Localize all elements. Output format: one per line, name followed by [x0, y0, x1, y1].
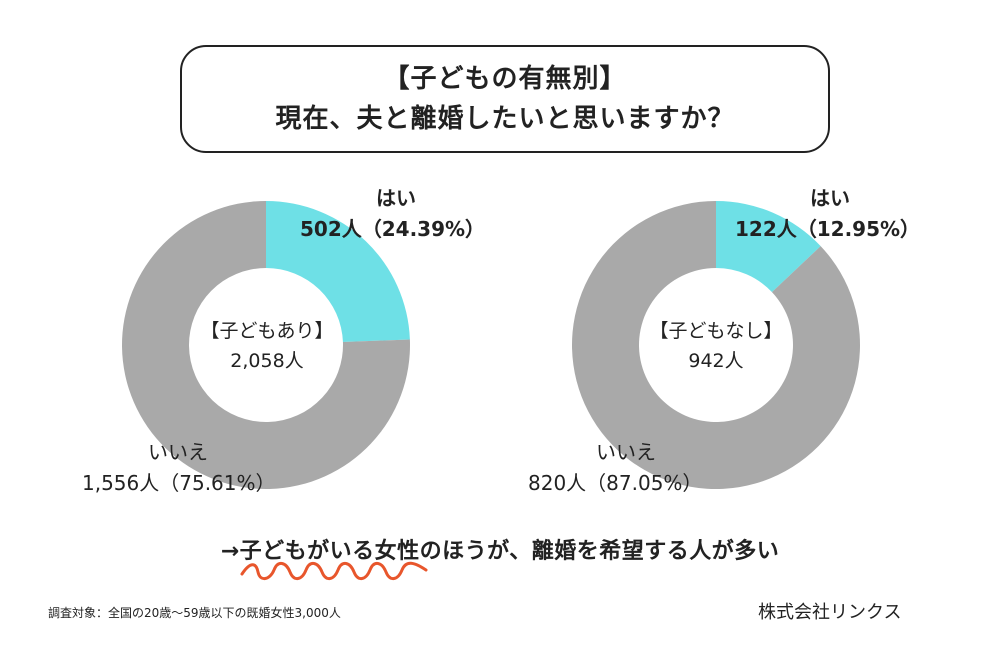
- chart2-center-label: 【子どもなし】 942人: [636, 316, 796, 376]
- chart2-group-name: 【子どもなし】: [649, 320, 783, 342]
- chart2-yes-value: 122人（12.95%）: [735, 217, 921, 241]
- chart1-slice-yes: [266, 201, 410, 343]
- chart1-group-name: 【子どもあり】: [200, 320, 334, 342]
- chart-title-line-1: 【子どもの有無別】: [383, 64, 627, 94]
- squiggle-underline: [240, 561, 428, 580]
- chart1-yes-value: 502人（24.39%）: [300, 217, 486, 241]
- chart2-no-value: 820人（87.05%）: [528, 471, 703, 495]
- chart2-slice-yes: [716, 201, 821, 293]
- chart1-center-label: 【子どもあり】 2,058人: [187, 316, 347, 376]
- chart1-no-value: 1,556人（75.61%）: [82, 471, 276, 495]
- chart1-slice-no: [122, 201, 411, 490]
- chart2-total: 942人: [688, 350, 744, 372]
- chart2-no-label: いいえ: [596, 440, 656, 464]
- conclusion-text: →子どもがいる女性のほうが、離婚を希望する人が多い: [220, 539, 780, 564]
- title-box: 【子どもの有無別】 現在、夫と離婚したいと思いますか？: [180, 45, 830, 153]
- chart2-yes-label: はい: [810, 186, 850, 210]
- chart-title-line-2: 現在、夫と離婚したいと思いますか？: [275, 104, 735, 134]
- chart1-yes-label: はい: [376, 186, 416, 210]
- chart1-no-label: いいえ: [148, 440, 208, 464]
- company-name: 株式会社リンクス: [758, 602, 902, 623]
- chart2-slice-no: [572, 200, 860, 489]
- chart1-total: 2,058人: [230, 350, 304, 372]
- survey-footnote: 調査対象：全国の20歳〜59歳以下の既婚女性3,000人: [48, 606, 341, 620]
